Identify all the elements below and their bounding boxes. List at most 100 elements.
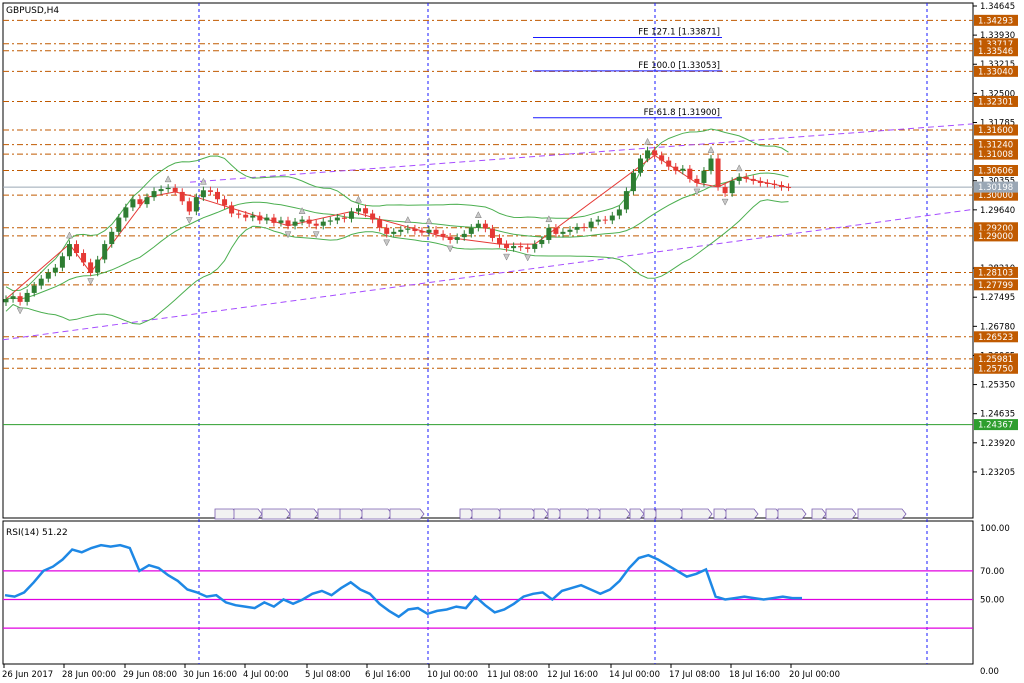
level-label-3-box [974, 65, 1018, 77]
candle-body-103 [729, 180, 735, 194]
level-label-1-box [974, 38, 1018, 50]
candle-body-75 [532, 244, 538, 249]
candle-body-68 [482, 223, 488, 229]
band-upper-line [5, 128, 789, 292]
fractal-down-26 [185, 217, 193, 224]
candle-body-78 [553, 227, 559, 234]
fractal-up-23 [164, 175, 172, 183]
fractal-up-77 [545, 215, 553, 223]
vertical-session-lines [198, 3, 928, 664]
candle-body-19 [137, 199, 143, 205]
level-label-14-box [974, 331, 1018, 343]
candle-body-109 [771, 183, 777, 185]
candle-body-23 [165, 187, 171, 190]
candle-body-3 [24, 292, 30, 302]
candle-body-106 [750, 178, 756, 181]
level-label-10-box [974, 222, 1018, 234]
candle-body-10 [74, 244, 79, 254]
level-label-12-box [974, 266, 1018, 278]
fractal-up-28 [199, 177, 207, 185]
fractal-up-50 [355, 195, 362, 203]
event-marker-9 [471, 508, 503, 520]
time-tick-label-8: 11 Jul 08:00 [487, 670, 538, 680]
time-tick-label-1: 28 Jun 00:00 [62, 670, 116, 680]
level-label-12: 1.28103 [974, 266, 1018, 278]
candle-body-30 [215, 191, 220, 200]
price-tick-label-3: 1.32500 [980, 89, 1015, 99]
candle-body-53 [377, 219, 383, 228]
candle-body-79 [560, 231, 566, 234]
level-label-7-text: 1.31008 [978, 150, 1013, 160]
time-tick-label-9: 12 Jul 16:00 [547, 670, 598, 680]
level-label-9-box [974, 189, 1018, 201]
candle-body-4 [31, 285, 37, 293]
level-label-16-box [974, 362, 1018, 374]
level-label-10-text: 1.29200 [978, 224, 1013, 234]
fib-label-1: FE 100.0 [1.33053] [638, 61, 720, 71]
event-marker-5 [339, 508, 365, 520]
level-label-3: 1.33040 [974, 65, 1018, 77]
candle-body-64 [454, 237, 460, 240]
candle-body-56 [398, 229, 404, 232]
level-label-6-text: 1.31240 [978, 141, 1013, 151]
candle-body-39 [278, 220, 284, 223]
candle-body-111 [786, 187, 792, 189]
candle-body-102 [722, 187, 728, 194]
fractal-down-102 [721, 198, 729, 206]
candlesticks [3, 146, 792, 306]
fractal-markers [16, 137, 743, 315]
fractal-up-60 [425, 217, 433, 225]
candle-body-107 [757, 180, 763, 183]
candle-body-20 [144, 197, 150, 205]
time-tick-label-13: 20 Jul 00:00 [789, 670, 840, 680]
candle-body-29 [207, 190, 213, 192]
event-markers[interactable] [214, 508, 907, 520]
fractal-up-104 [735, 164, 743, 172]
candle-body-41 [292, 221, 298, 226]
candle-body-100 [708, 158, 714, 171]
candle-body-34 [243, 214, 249, 218]
candle-body-51 [363, 208, 369, 214]
fractal-down-54 [383, 239, 391, 247]
candle-body-95 [673, 166, 679, 171]
candle-body-92 [652, 150, 658, 156]
level-label-0: 1.34293 [974, 14, 1018, 26]
support-level-label: 1.24367 [974, 419, 1018, 431]
fractal-down-40 [284, 231, 292, 239]
channel-lower-line [2, 208, 974, 341]
rsi-title: RSI(14) 51.22 [6, 528, 68, 538]
rsi-line [4, 543, 802, 619]
event-marker-11 [533, 508, 549, 520]
candle-body-81 [574, 226, 580, 230]
candle-body-40 [285, 220, 291, 226]
candle-body-37 [264, 217, 270, 221]
level-label-8-box [974, 164, 1018, 176]
candle-body-31 [222, 199, 228, 206]
candle-body-82 [581, 226, 587, 228]
rsi-frame [2, 520, 974, 665]
candle-body-26 [186, 201, 192, 212]
fractal-down-74 [524, 254, 532, 262]
fractal-up-91 [644, 137, 651, 145]
current-price-label-box [974, 181, 1018, 193]
price-tick-label-1: 1.33930 [980, 31, 1015, 41]
support-level-label-box [974, 419, 1018, 431]
candle-body-84 [595, 219, 601, 222]
price-tick-label-6: 1.29640 [980, 206, 1015, 216]
price-tick-label-2: 1.33215 [980, 60, 1015, 70]
level-label-14-text: 1.26523 [978, 333, 1013, 343]
candle-body-89 [630, 172, 636, 192]
candle-body-24 [172, 187, 178, 192]
candle-body-80 [567, 229, 573, 232]
candle-body-76 [539, 239, 545, 245]
candle-body-21 [151, 191, 157, 198]
time-tick-label-4: 4 Jul 00:00 [243, 670, 289, 680]
candle-body-91 [645, 150, 651, 159]
event-marker-10 [499, 508, 537, 520]
candle-body-2 [17, 296, 23, 302]
fractal-down-2 [16, 307, 24, 315]
level-label-4-text: 1.32301 [978, 97, 1013, 107]
candle-body-52 [370, 213, 376, 220]
candle-body-73 [518, 246, 524, 248]
candle-body-11 [81, 253, 87, 263]
